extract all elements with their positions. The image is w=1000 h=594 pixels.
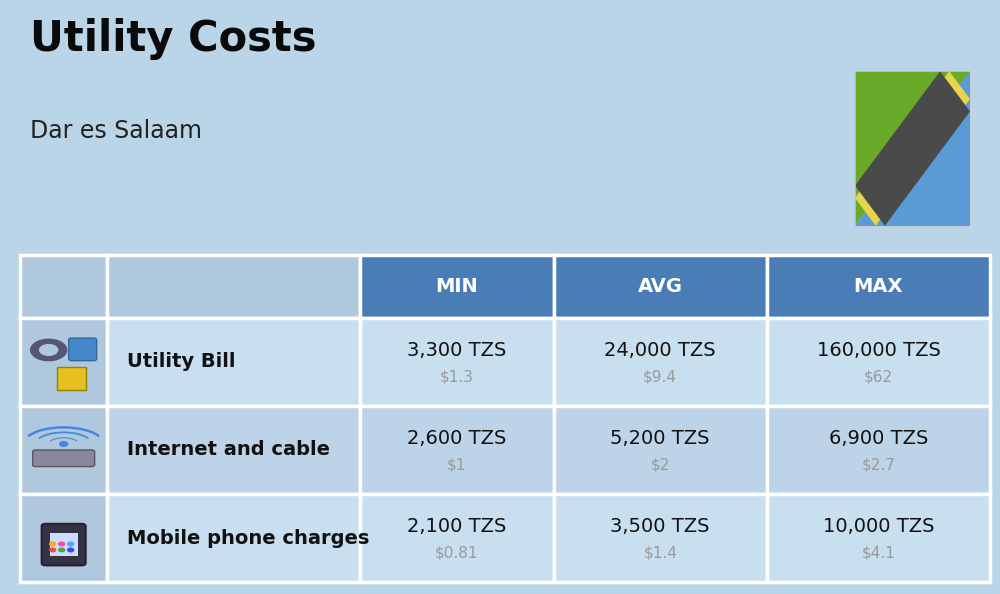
Text: Utility Costs: Utility Costs (30, 18, 316, 60)
Text: $2: $2 (651, 457, 670, 472)
FancyBboxPatch shape (20, 494, 107, 582)
FancyBboxPatch shape (50, 533, 78, 557)
FancyBboxPatch shape (69, 338, 97, 361)
Polygon shape (855, 71, 970, 226)
Text: 6,900 TZS: 6,900 TZS (829, 429, 928, 448)
FancyBboxPatch shape (554, 494, 767, 582)
Text: $4.1: $4.1 (862, 545, 895, 561)
Text: 3,500 TZS: 3,500 TZS (610, 517, 710, 536)
FancyBboxPatch shape (360, 494, 554, 582)
Polygon shape (855, 71, 970, 226)
FancyBboxPatch shape (57, 366, 86, 390)
Text: 160,000 TZS: 160,000 TZS (817, 341, 940, 360)
Text: $2.7: $2.7 (862, 457, 895, 472)
FancyBboxPatch shape (20, 406, 107, 494)
Circle shape (68, 548, 74, 552)
Text: Dar es Salaam: Dar es Salaam (30, 119, 202, 143)
Text: $1.4: $1.4 (643, 545, 677, 561)
Text: 2,100 TZS: 2,100 TZS (407, 517, 506, 536)
FancyBboxPatch shape (107, 255, 360, 318)
Text: $1: $1 (447, 457, 466, 472)
Circle shape (40, 345, 58, 355)
Circle shape (68, 542, 74, 546)
FancyBboxPatch shape (107, 494, 360, 582)
FancyBboxPatch shape (107, 406, 360, 494)
FancyBboxPatch shape (42, 524, 86, 565)
FancyBboxPatch shape (360, 318, 554, 406)
FancyBboxPatch shape (107, 318, 360, 406)
FancyBboxPatch shape (360, 406, 554, 494)
Text: 3,300 TZS: 3,300 TZS (407, 341, 506, 360)
FancyBboxPatch shape (767, 494, 990, 582)
FancyBboxPatch shape (554, 318, 767, 406)
Text: AVG: AVG (638, 277, 683, 296)
FancyBboxPatch shape (767, 255, 990, 318)
Text: Utility Bill: Utility Bill (127, 352, 236, 371)
FancyBboxPatch shape (554, 406, 767, 494)
Circle shape (50, 542, 56, 546)
Circle shape (50, 548, 56, 552)
Polygon shape (855, 71, 970, 226)
FancyBboxPatch shape (33, 450, 95, 467)
Text: MIN: MIN (435, 277, 478, 296)
Text: $9.4: $9.4 (643, 369, 677, 384)
FancyBboxPatch shape (554, 255, 767, 318)
Text: $1.3: $1.3 (440, 369, 474, 384)
Text: $0.81: $0.81 (435, 545, 478, 561)
Polygon shape (855, 71, 970, 226)
FancyBboxPatch shape (360, 255, 554, 318)
Circle shape (59, 548, 65, 552)
Text: Mobile phone charges: Mobile phone charges (127, 529, 370, 548)
FancyBboxPatch shape (767, 318, 990, 406)
Text: $62: $62 (864, 369, 893, 384)
Circle shape (60, 442, 68, 447)
Text: MAX: MAX (854, 277, 903, 296)
FancyBboxPatch shape (767, 406, 990, 494)
FancyBboxPatch shape (20, 255, 107, 318)
FancyBboxPatch shape (20, 318, 107, 406)
Circle shape (31, 339, 67, 361)
Text: Internet and cable: Internet and cable (127, 441, 330, 459)
Circle shape (59, 542, 65, 546)
Text: 2,600 TZS: 2,600 TZS (407, 429, 506, 448)
Text: 5,200 TZS: 5,200 TZS (610, 429, 710, 448)
Text: 24,000 TZS: 24,000 TZS (604, 341, 716, 360)
Text: 10,000 TZS: 10,000 TZS (823, 517, 934, 536)
